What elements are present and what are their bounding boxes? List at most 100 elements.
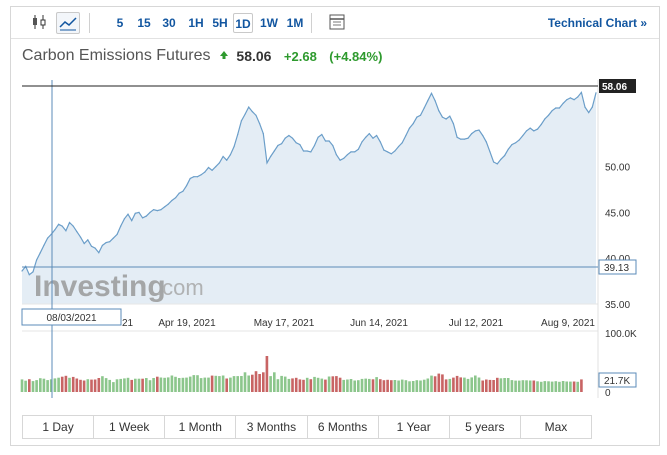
volume-bar <box>543 381 547 392</box>
price-point <box>419 114 422 116</box>
price-point <box>471 133 473 135</box>
volume-bar <box>232 376 236 392</box>
volume-bar <box>488 379 492 392</box>
price-point <box>387 151 389 153</box>
volume-bar <box>141 378 144 392</box>
price-point <box>445 118 447 120</box>
price-point <box>251 111 253 113</box>
volume-bar <box>49 379 53 392</box>
price-point <box>551 110 553 112</box>
volume-bar <box>28 379 31 392</box>
interval-1d-button[interactable]: 1D <box>233 13 253 33</box>
price-point <box>558 107 561 109</box>
volume-bar <box>550 381 554 392</box>
interval-30-button[interactable]: 30 <box>162 16 176 30</box>
volume-bar <box>313 376 316 392</box>
range-1-month-button[interactable]: 1 Month <box>165 416 237 438</box>
volume-bar <box>247 375 251 392</box>
interval-5h-button[interactable]: 5H <box>212 16 228 30</box>
x-tick-label: May 17, 2021 <box>254 318 315 329</box>
volume-bar <box>327 376 331 392</box>
volume-bar <box>298 379 302 392</box>
price-point <box>185 185 188 187</box>
volume-bar <box>316 377 320 392</box>
volume-bar <box>229 377 232 392</box>
range-max-button[interactable]: Max <box>544 420 568 434</box>
interval-1w-button[interactable]: 1W <box>260 16 278 30</box>
price-point <box>94 247 96 249</box>
x-tick-label: Jul 12, 2021 <box>449 318 504 329</box>
volume-bar <box>79 379 82 392</box>
range-6-months-button[interactable]: 6 Months <box>308 416 379 438</box>
price-point <box>28 274 30 276</box>
range-1-year-button[interactable]: 1 Year <box>379 416 450 438</box>
price-area-fill <box>22 92 596 305</box>
price-point <box>566 99 568 101</box>
volume-bar <box>302 379 305 392</box>
instrument-name: Carbon Emissions Futures <box>22 47 211 64</box>
volume-bar <box>357 380 360 392</box>
price-point <box>536 128 539 130</box>
volume-bar <box>101 376 104 392</box>
technical-chart-link[interactable]: Technical Chart » <box>547 16 647 30</box>
price-point <box>343 157 345 159</box>
interval-15-button[interactable]: 15 <box>137 16 151 30</box>
price-point <box>365 136 367 138</box>
investing-watermark: Investing .com <box>34 270 204 303</box>
crosshair-volume-label: 21.7K <box>604 376 630 387</box>
volume-bar <box>152 378 155 392</box>
candlestick-icon[interactable] <box>28 12 52 34</box>
price-point <box>255 114 257 116</box>
price-point <box>452 123 454 125</box>
price-point <box>463 138 465 140</box>
price-point <box>98 252 100 254</box>
interval-5-button[interactable]: 5 <box>116 16 124 30</box>
price-point <box>533 130 535 132</box>
volume-bar <box>510 380 514 392</box>
range-1-week-button[interactable]: 1 Week <box>94 416 166 438</box>
interval-1m-button[interactable]: 1M <box>286 16 304 30</box>
crosshair-date-box <box>21 308 122 326</box>
price-point <box>244 113 246 115</box>
price-point <box>182 190 184 192</box>
price-point <box>474 130 476 132</box>
volume-bar <box>287 378 291 392</box>
volume-bar <box>422 379 426 392</box>
range-5-years-button[interactable]: 5 years <box>450 416 521 438</box>
volume-bar <box>53 378 57 392</box>
volume-bar <box>39 378 42 392</box>
volume-bar <box>251 374 254 392</box>
volume-bar <box>379 379 382 392</box>
range-3-months-button[interactable]: 3 Months <box>236 416 308 438</box>
price-point <box>215 166 217 168</box>
volume-bar <box>196 375 199 392</box>
volume-bar <box>258 374 261 392</box>
price-point <box>496 163 498 165</box>
volume-bar <box>426 378 430 392</box>
volume-bar <box>528 380 532 392</box>
last-price-label: 58.06 <box>602 82 627 93</box>
price-point <box>408 127 411 129</box>
area-chart-icon[interactable] <box>56 12 80 34</box>
volume-bar <box>371 379 375 392</box>
volume-bar <box>170 375 174 392</box>
volume-bar <box>506 378 510 392</box>
table-icon[interactable] <box>326 12 350 34</box>
price-point <box>518 139 520 141</box>
price-point <box>350 151 352 153</box>
price-point <box>569 97 572 99</box>
price-point <box>76 231 78 233</box>
range-1-day-button[interactable]: 1 Day <box>23 416 95 438</box>
price-point <box>79 236 82 238</box>
volume-bar <box>86 379 90 392</box>
volume-bar <box>335 376 338 392</box>
volume-bar <box>404 380 408 392</box>
volume-bar <box>68 377 71 392</box>
volume-bar <box>565 381 569 392</box>
volume-bar <box>452 377 455 392</box>
volume-bar <box>97 378 101 392</box>
price-point <box>131 220 133 222</box>
interval-1h-button[interactable]: 1H <box>188 16 204 30</box>
volume-bar <box>60 376 64 392</box>
